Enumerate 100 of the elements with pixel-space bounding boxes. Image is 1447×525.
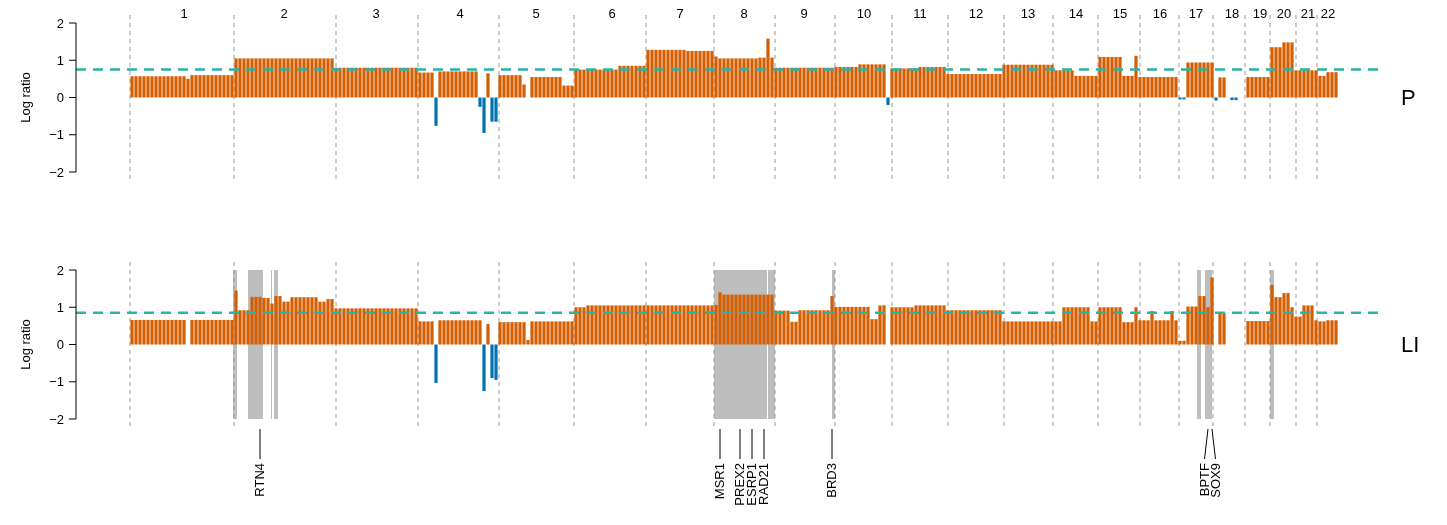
bar [1114,56,1118,98]
bar [786,310,790,345]
bar [338,308,342,345]
bar [986,310,990,345]
bar [426,321,430,345]
bar [450,71,454,98]
bar [486,73,490,98]
bar [882,305,886,345]
bar [1018,321,1022,345]
bar [870,64,874,98]
bar [1326,72,1330,98]
bar [250,296,254,345]
bar [1046,64,1050,98]
bar [922,66,926,98]
bar [818,310,822,345]
bar [730,294,734,345]
bar [406,67,410,98]
bar [518,75,522,98]
y-tick-label: −2 [49,164,64,180]
bar [246,58,250,98]
x-tick-label: 9 [800,6,808,21]
bar [750,294,754,345]
bar [502,75,506,98]
bar [454,320,458,345]
bar [878,305,882,345]
bar [646,49,650,98]
x-tick-label: 5 [532,6,540,21]
bar [1106,56,1110,98]
bar [1086,307,1090,345]
y-axis-title: Log ratio [18,72,33,123]
bar [454,71,458,98]
bar [474,71,478,98]
bar [1194,62,1198,98]
bar [1002,64,1006,98]
bar [938,305,942,345]
bar [1230,97,1234,101]
bar [390,308,394,345]
bar [1126,75,1130,98]
bar [566,321,570,345]
x-tick-label: RTN4 [252,463,267,497]
x-tick-label: 12 [968,6,984,21]
x-tick-label: 20 [1276,6,1292,21]
bar [638,305,642,345]
bar [722,294,726,345]
bar [406,308,410,345]
bar [742,58,746,98]
bar [914,305,918,345]
bar [610,69,614,98]
bar [1134,307,1138,345]
bar [190,75,194,98]
bar [434,344,438,383]
bar [158,319,162,345]
bar [234,58,238,98]
bar [134,76,138,98]
bar [1258,321,1262,345]
bar [1042,321,1046,345]
bar [1118,307,1122,345]
x-tick-label: 8 [740,6,748,21]
bar [1086,75,1090,98]
bar [638,65,642,98]
bar [1054,321,1058,345]
bar [414,67,418,98]
bar [926,305,930,345]
bar [294,297,298,345]
bar [1218,313,1222,345]
bar [938,66,942,98]
bar [890,307,894,345]
bar [970,310,974,345]
bar [986,74,990,98]
bar [346,308,350,345]
bar [1330,320,1334,345]
bar [1322,321,1326,345]
bar [1006,64,1010,98]
bar [822,67,826,98]
bar [1142,77,1146,98]
bar [462,320,466,345]
bar [906,307,910,345]
bar [886,97,890,105]
x-tick-label: MSR1 [712,463,727,500]
bar [1102,56,1106,98]
bar [166,319,170,345]
bar [450,320,454,345]
bar [258,58,262,98]
bar [1110,56,1114,98]
bar [394,67,398,98]
bar [1318,321,1322,345]
bar [470,71,474,98]
bar [1258,77,1262,98]
bar [322,58,326,98]
bar [310,58,314,98]
bar [802,310,806,345]
bar [1150,310,1154,345]
bar [214,75,218,98]
bar [618,305,622,345]
bar [418,72,422,98]
bar [954,310,958,345]
bar [754,294,758,345]
bar [882,64,886,98]
bar [358,308,362,345]
bar [594,305,598,345]
